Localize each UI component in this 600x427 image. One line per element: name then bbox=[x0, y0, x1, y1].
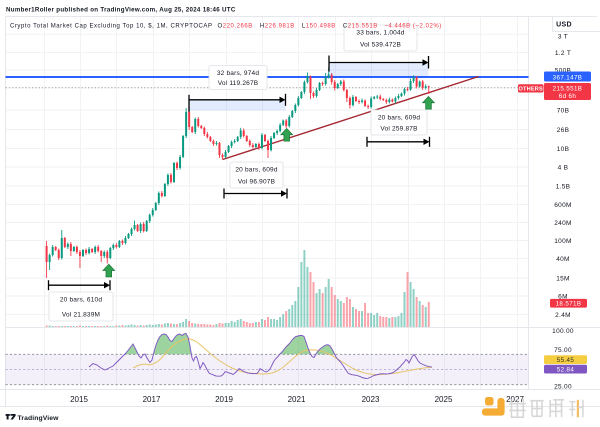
svg-text:2017: 2017 bbox=[143, 395, 161, 404]
svg-text:70B: 70B bbox=[557, 107, 569, 114]
svg-text:100.00: 100.00 bbox=[552, 328, 574, 335]
svg-text:26B: 26B bbox=[557, 127, 569, 134]
svg-text:25.00: 25.00 bbox=[554, 383, 572, 390]
svg-text:10B: 10B bbox=[557, 146, 569, 153]
svg-text:Vol 119.267B: Vol 119.267B bbox=[218, 80, 259, 87]
svg-text:33 bars, 1,004d: 33 bars, 1,004d bbox=[356, 30, 404, 37]
svg-text:240M: 240M bbox=[554, 220, 571, 227]
svg-text:2021: 2021 bbox=[288, 395, 306, 404]
svg-text:Vol 259.87B: Vol 259.87B bbox=[380, 126, 417, 133]
svg-text:1.2 T: 1.2 T bbox=[555, 50, 571, 57]
svg-text:3 T: 3 T bbox=[558, 33, 568, 40]
svg-text:OTHERS: OTHERS bbox=[518, 87, 543, 93]
svg-text:Vol 539.472B: Vol 539.472B bbox=[360, 42, 401, 49]
svg-text:215.551B: 215.551B bbox=[553, 86, 583, 93]
svg-text:2027: 2027 bbox=[506, 395, 524, 404]
svg-text:15M: 15M bbox=[556, 275, 570, 282]
svg-text:20 bars, 609d: 20 bars, 609d bbox=[378, 115, 421, 122]
svg-text:32 bars, 974d: 32 bars, 974d bbox=[217, 70, 260, 77]
svg-text:500B: 500B bbox=[555, 67, 571, 74]
svg-text:Crypto Total Market Cap Exclud: Crypto Total Market Cap Excluding Top 10… bbox=[10, 24, 442, 30]
svg-text:USD: USD bbox=[556, 22, 572, 29]
svg-text:75.00: 75.00 bbox=[554, 347, 572, 354]
svg-text:2019: 2019 bbox=[215, 395, 233, 404]
svg-text:2025: 2025 bbox=[435, 395, 453, 404]
svg-text:4 B: 4 B bbox=[558, 164, 569, 171]
svg-text:20 bars, 610d: 20 bars, 610d bbox=[60, 297, 103, 304]
svg-text:2023: 2023 bbox=[362, 395, 380, 404]
svg-text:Vol 21.839M: Vol 21.839M bbox=[62, 312, 100, 319]
svg-text:367.147B: 367.147B bbox=[553, 74, 583, 81]
svg-text:600M: 600M bbox=[554, 202, 571, 209]
svg-text:6d 6h: 6d 6h bbox=[559, 93, 577, 100]
svg-text:Number1Roller published on Tra: Number1Roller published on TradingView.c… bbox=[6, 7, 236, 14]
svg-text:52.84: 52.84 bbox=[557, 367, 575, 374]
svg-text:40M: 40M bbox=[556, 256, 570, 263]
svg-text:6M: 6M bbox=[558, 293, 568, 300]
svg-text:55.45: 55.45 bbox=[557, 357, 575, 364]
svg-text:100M: 100M bbox=[554, 238, 571, 245]
svg-text:2015: 2015 bbox=[70, 395, 88, 404]
svg-text:1.5B: 1.5B bbox=[556, 183, 571, 190]
svg-text:18.571B: 18.571B bbox=[556, 301, 582, 308]
svg-text:20 bars, 609d: 20 bars, 609d bbox=[235, 167, 278, 174]
svg-text:Vol 96.907B: Vol 96.907B bbox=[238, 179, 275, 186]
svg-text:2.4M: 2.4M bbox=[555, 312, 571, 319]
svg-text:TradingView: TradingView bbox=[18, 415, 60, 422]
